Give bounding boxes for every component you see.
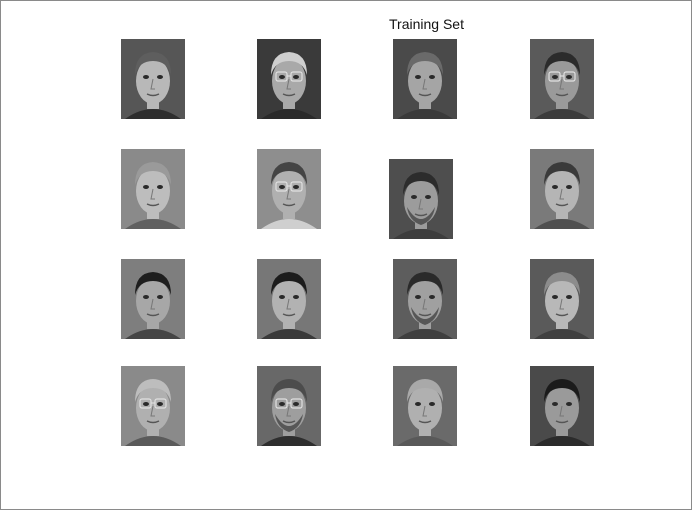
face-image-4 <box>530 39 594 119</box>
face-image-11 <box>393 259 457 339</box>
face-image-13 <box>121 366 185 446</box>
figure-title: Training Set <box>389 16 464 32</box>
face-image-5 <box>121 149 185 229</box>
face-image-7 <box>389 159 453 239</box>
face-image-15 <box>393 366 457 446</box>
face-image-9 <box>121 259 185 339</box>
face-image-12 <box>530 259 594 339</box>
face-image-1 <box>121 39 185 119</box>
face-image-14 <box>257 366 321 446</box>
face-image-3 <box>393 39 457 119</box>
face-image-8 <box>530 149 594 229</box>
face-image-10 <box>257 259 321 339</box>
face-image-2 <box>257 39 321 119</box>
face-image-16 <box>530 366 594 446</box>
face-image-6 <box>257 149 321 229</box>
